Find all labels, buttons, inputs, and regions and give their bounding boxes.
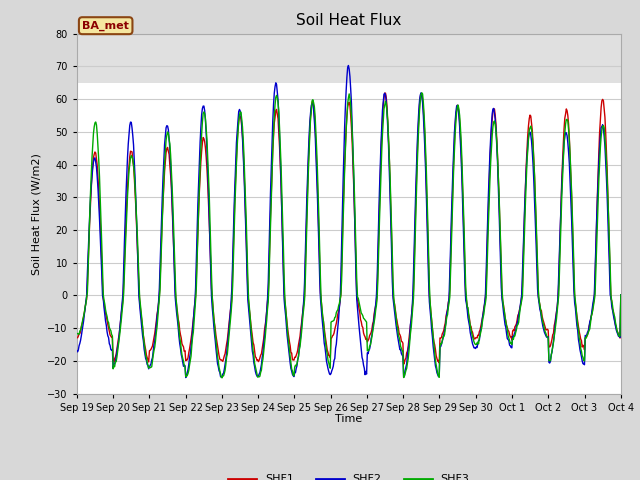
Legend: SHF1, SHF2, SHF3: SHF1, SHF2, SHF3: [224, 470, 474, 480]
X-axis label: Time: Time: [335, 414, 362, 424]
Text: BA_met: BA_met: [82, 21, 129, 31]
Bar: [77, 34, 621, 83]
Y-axis label: Soil Heat Flux (W/m2): Soil Heat Flux (W/m2): [32, 153, 42, 275]
Title: Soil Heat Flux: Soil Heat Flux: [296, 13, 401, 28]
